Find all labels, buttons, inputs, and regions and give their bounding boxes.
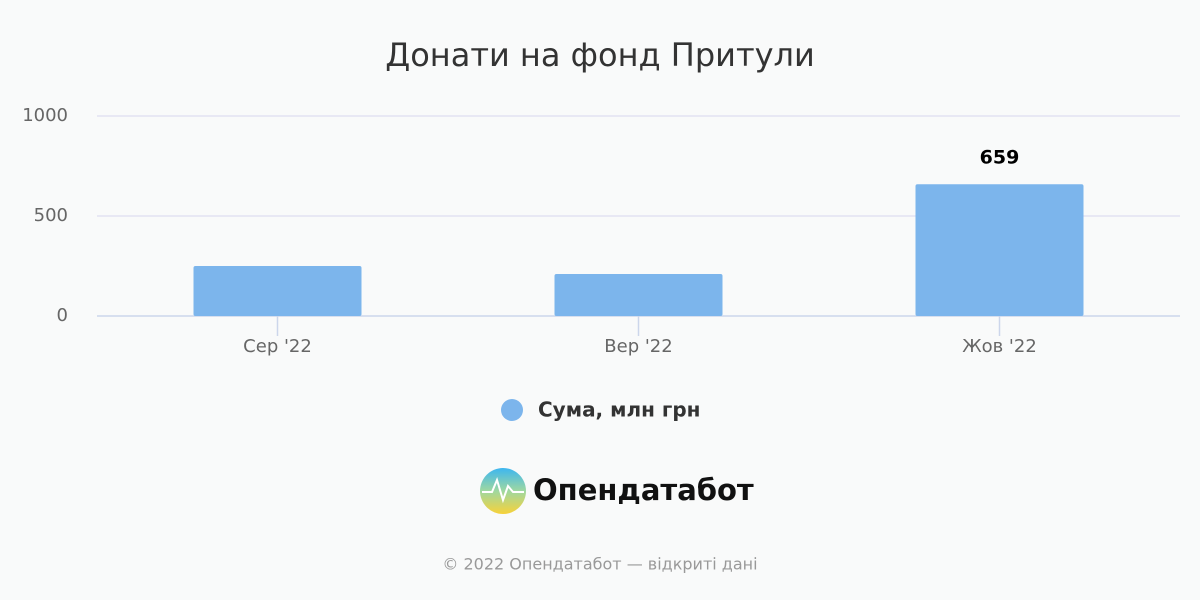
bar — [554, 274, 723, 316]
logo-pulse — [482, 477, 524, 504]
y-tick-label: 0 — [57, 305, 68, 326]
y-tick-label: 500 — [34, 205, 68, 226]
chart-title: Донати на фонд Притули — [385, 36, 815, 74]
bar — [915, 184, 1084, 316]
logo-icon — [480, 468, 526, 514]
legend-label: Сума, млн грн — [538, 398, 700, 422]
legend-marker — [501, 399, 523, 421]
data-label: 659 — [980, 147, 1020, 169]
footer: © 2022 Опендатабот — відкриті дані — [442, 555, 757, 574]
x-tick-label: Сер '22 — [243, 336, 312, 357]
bar — [193, 266, 362, 316]
x-tick-label: Жов '22 — [962, 336, 1037, 357]
logo-text: Опендатабот — [533, 473, 754, 507]
x-tick-label: Вер '22 — [604, 336, 672, 357]
y-tick-label: 1000 — [22, 105, 68, 126]
